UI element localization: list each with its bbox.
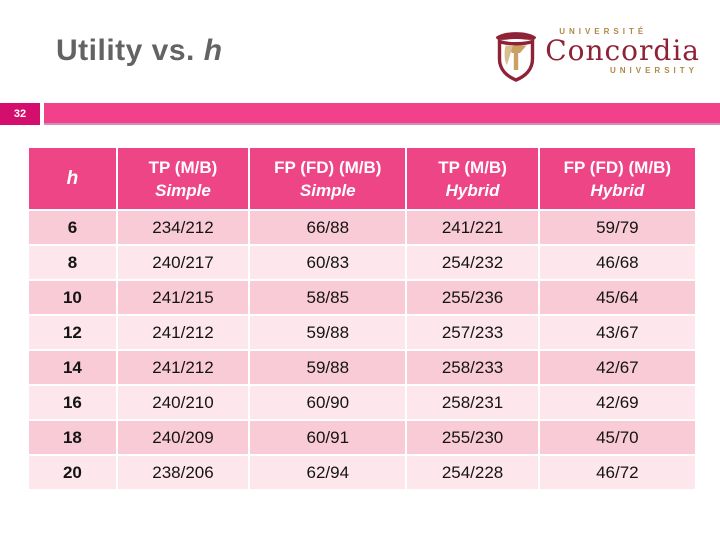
cell-h: 12 — [29, 316, 116, 349]
cell-tp-simple: 234/212 — [117, 211, 249, 244]
cell-fp-hybrid: 46/68 — [539, 246, 695, 279]
page-title: Utility vs. h — [56, 34, 223, 68]
cell-h: 16 — [29, 386, 116, 419]
cell-tp-hybrid: 241/221 — [407, 211, 538, 244]
cell-tp-simple: 240/209 — [117, 421, 249, 454]
col-header-fp-hybrid: FP (FD) (M/B) Hybrid — [539, 148, 695, 209]
cell-fp-hybrid: 45/70 — [539, 421, 695, 454]
cell-fp-hybrid: 46/72 — [539, 456, 695, 489]
cell-tp-hybrid: 258/233 — [407, 351, 538, 384]
title-text: Utility vs. — [56, 34, 204, 67]
cell-fp-hybrid: 43/67 — [539, 316, 695, 349]
cell-tp-hybrid: 254/232 — [407, 246, 538, 279]
cell-fp-hybrid: 45/64 — [539, 281, 695, 314]
slide-number-badge: 32 — [0, 103, 40, 125]
col-header-tp-hybrid: TP (M/B) Hybrid — [407, 148, 538, 209]
cell-fp-simple: 59/88 — [250, 316, 406, 349]
cell-tp-simple: 240/217 — [117, 246, 249, 279]
cell-fp-hybrid: 42/69 — [539, 386, 695, 419]
cell-fp-hybrid: 59/79 — [539, 211, 695, 244]
cell-tp-simple: 241/212 — [117, 351, 249, 384]
cell-h: 20 — [29, 456, 116, 489]
table-row: 20 238/206 62/94 254/228 46/72 — [29, 456, 695, 489]
cell-fp-simple: 59/88 — [250, 351, 406, 384]
cell-fp-hybrid: 42/67 — [539, 351, 695, 384]
cell-fp-simple: 62/94 — [250, 456, 406, 489]
table-row: 14 241/212 59/88 258/233 42/67 — [29, 351, 695, 384]
cell-fp-simple: 60/83 — [250, 246, 406, 279]
col-header-h: h — [29, 148, 116, 209]
title-variable: h — [203, 34, 223, 67]
cell-tp-hybrid: 254/228 — [407, 456, 538, 489]
table-row: 6 234/212 66/88 241/221 59/79 — [29, 211, 695, 244]
logo-text: UNIVERSITÉ Concordia UNIVERSITY — [545, 27, 700, 75]
cell-tp-hybrid: 258/231 — [407, 386, 538, 419]
cell-tp-simple: 241/212 — [117, 316, 249, 349]
table-row: 16 240/210 60/90 258/231 42/69 — [29, 386, 695, 419]
cell-h: 10 — [29, 281, 116, 314]
cell-tp-hybrid: 255/230 — [407, 421, 538, 454]
logo-wordmark: Concordia — [545, 34, 700, 67]
table-row: 18 240/209 60/91 255/230 45/70 — [29, 421, 695, 454]
cell-fp-simple: 66/88 — [250, 211, 406, 244]
col-header-fp-simple: FP (FD) (M/B) Simple — [250, 148, 406, 209]
accent-bar — [44, 103, 720, 125]
cell-fp-simple: 60/90 — [250, 386, 406, 419]
table-header-row: h TP (M/B) Simple FP (FD) (M/B) Simple TP … — [29, 148, 695, 209]
cell-h: 8 — [29, 246, 116, 279]
cell-tp-hybrid: 257/233 — [407, 316, 538, 349]
results-table-container: h TP (M/B) Simple FP (FD) (M/B) Simple TP … — [27, 146, 697, 491]
cell-tp-hybrid: 255/236 — [407, 281, 538, 314]
table-row: 10 241/215 58/85 255/236 45/64 — [29, 281, 695, 314]
cell-tp-simple: 241/215 — [117, 281, 249, 314]
concordia-logo: UNIVERSITÉ Concordia UNIVERSITY — [494, 27, 700, 83]
cell-h: 18 — [29, 421, 116, 454]
cell-tp-simple: 238/206 — [117, 456, 249, 489]
col-header-tp-simple: TP (M/B) Simple — [117, 148, 249, 209]
cell-fp-simple: 60/91 — [250, 421, 406, 454]
table-row: 8 240/217 60/83 254/232 46/68 — [29, 246, 695, 279]
cell-tp-simple: 240/210 — [117, 386, 249, 419]
shield-icon — [496, 32, 537, 82]
cell-fp-simple: 58/85 — [250, 281, 406, 314]
table-row: 12 241/212 59/88 257/233 43/67 — [29, 316, 695, 349]
cell-h: 6 — [29, 211, 116, 244]
cell-h: 14 — [29, 351, 116, 384]
logo-university-label: UNIVERSITY — [609, 66, 698, 75]
results-table: h TP (M/B) Simple FP (FD) (M/B) Simple TP … — [27, 146, 697, 491]
logo-universite-label: UNIVERSITÉ — [559, 27, 648, 36]
